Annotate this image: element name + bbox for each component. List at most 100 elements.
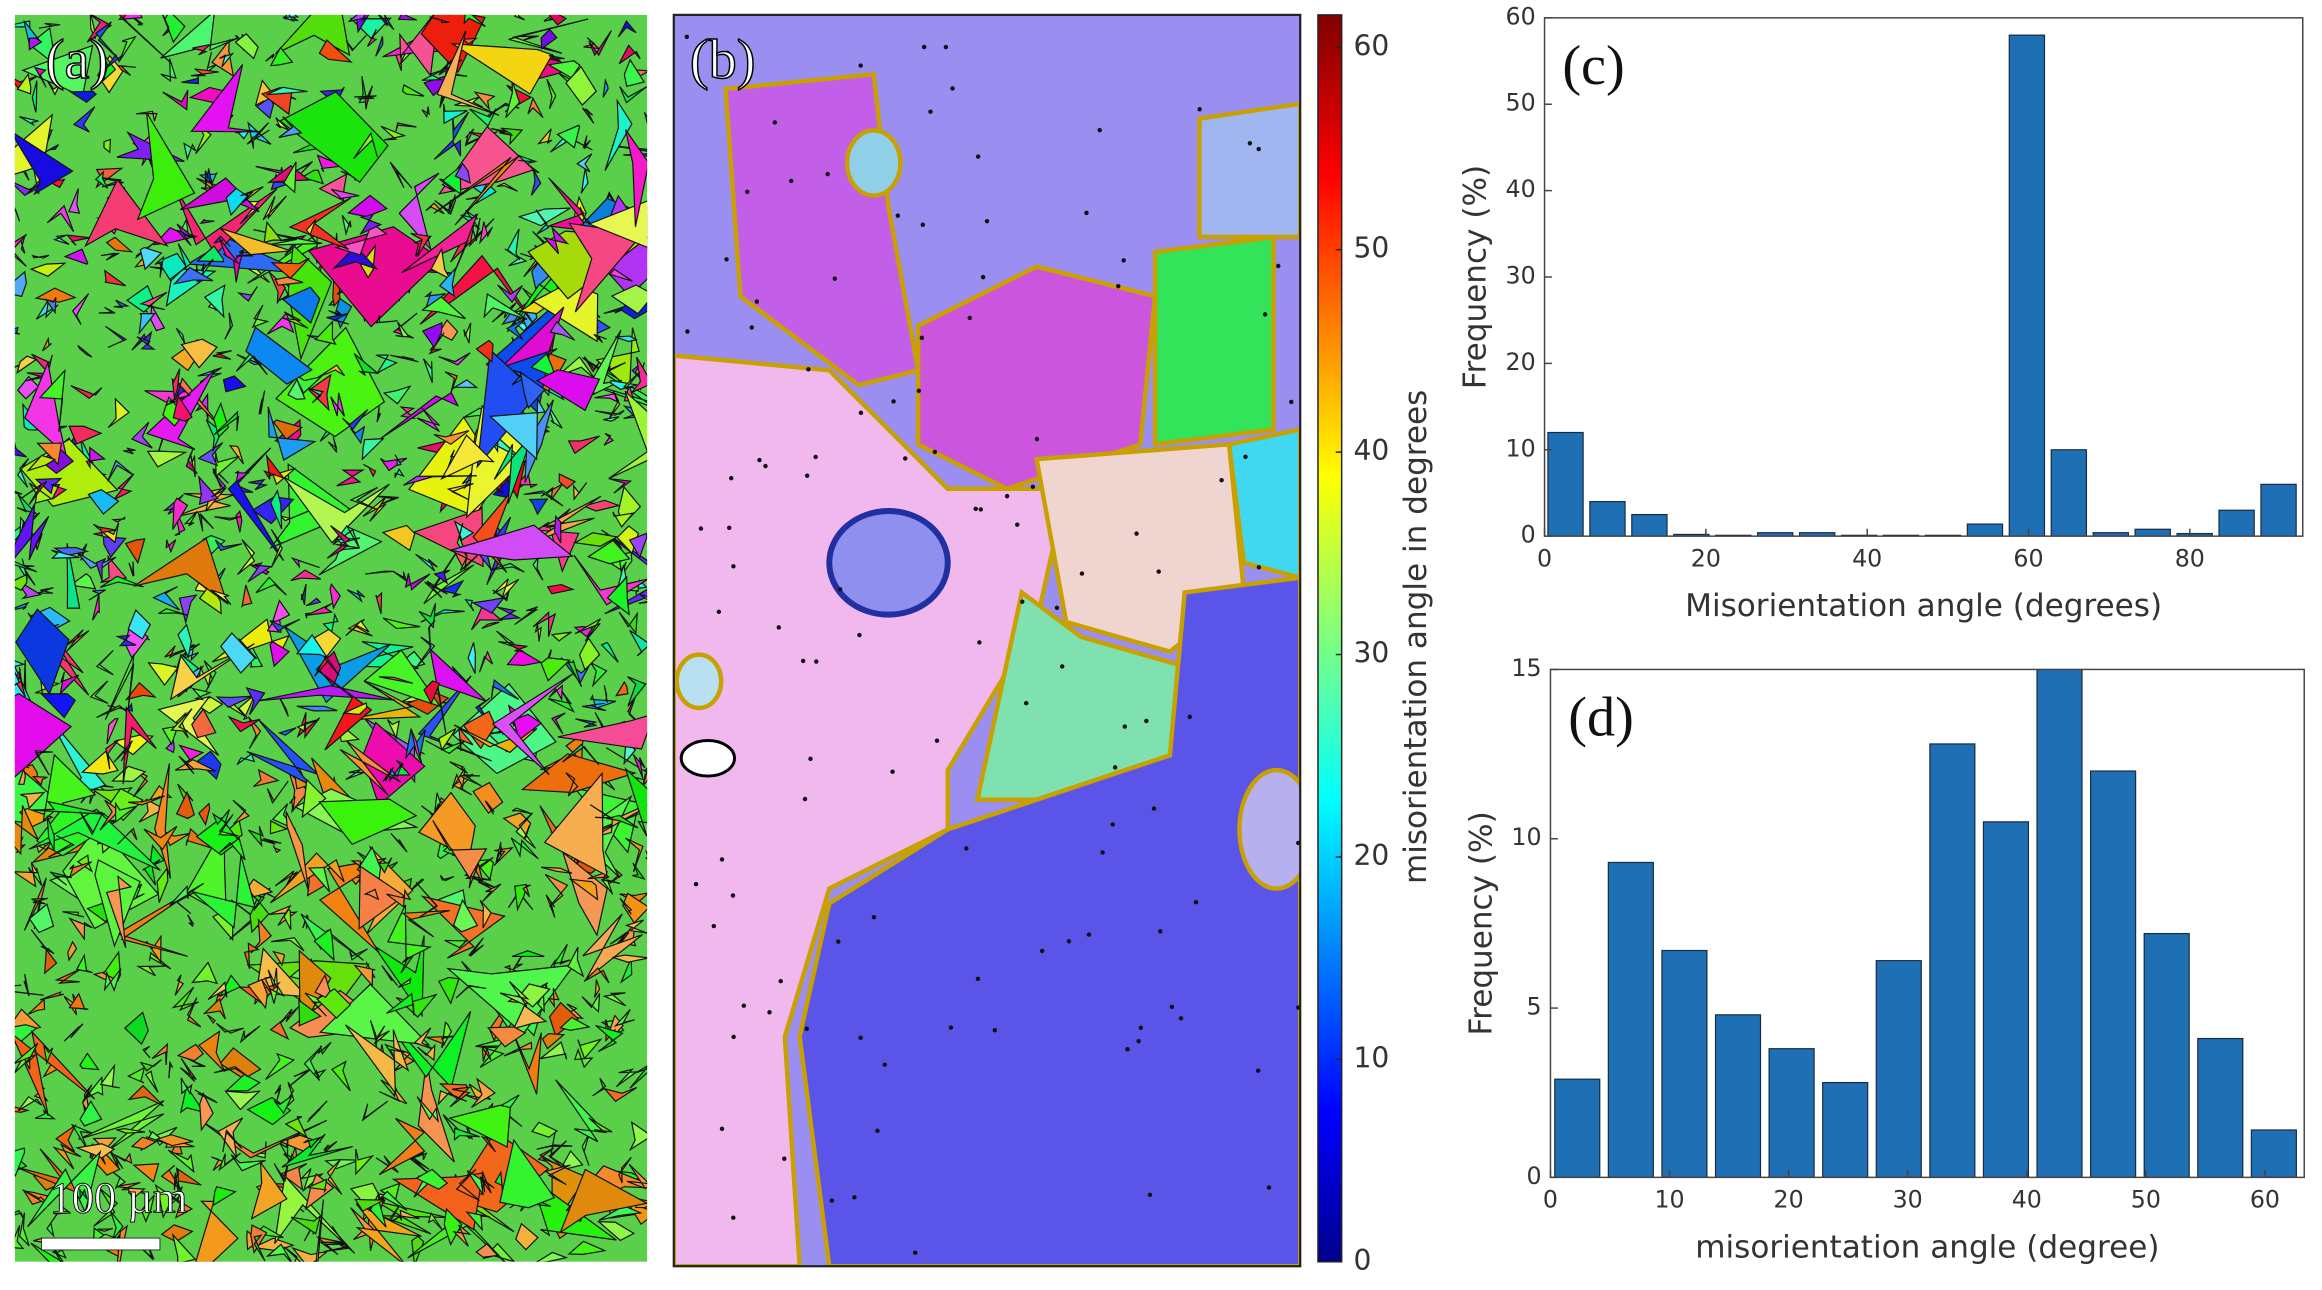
dot xyxy=(1100,850,1105,855)
grain xyxy=(624,919,648,934)
grain xyxy=(326,1159,343,1195)
grain xyxy=(353,131,378,159)
grain xyxy=(34,477,63,495)
dot xyxy=(890,769,895,774)
grain xyxy=(628,1120,648,1152)
grain xyxy=(382,385,412,405)
grain xyxy=(443,103,468,125)
grain xyxy=(270,489,283,530)
grain xyxy=(78,1100,165,1152)
grain xyxy=(523,490,564,507)
grain xyxy=(68,188,81,214)
dot xyxy=(1134,531,1139,536)
grain xyxy=(491,128,513,137)
dot xyxy=(992,1028,998,1033)
grain xyxy=(618,44,641,65)
grain xyxy=(162,14,170,37)
grain xyxy=(191,855,256,929)
grain xyxy=(212,1185,237,1207)
grain xyxy=(265,53,275,62)
grain xyxy=(277,727,297,736)
grain xyxy=(496,630,516,647)
grain xyxy=(46,1207,62,1238)
grain xyxy=(236,753,256,765)
grain xyxy=(44,297,57,315)
grain xyxy=(440,434,495,481)
dot xyxy=(943,44,949,50)
grain xyxy=(518,159,533,163)
grain xyxy=(105,875,133,949)
grain xyxy=(573,626,594,638)
grain xyxy=(289,795,296,811)
grain xyxy=(301,778,327,819)
dot xyxy=(977,640,982,645)
grain xyxy=(23,973,30,997)
tick-label: 20 xyxy=(1354,839,1390,872)
grain xyxy=(534,624,542,642)
grain xyxy=(14,1055,31,1074)
y-tick-label: 20 xyxy=(1506,348,1536,376)
x-tick-label: 30 xyxy=(1893,1186,1923,1214)
grain xyxy=(269,1018,290,1041)
grain xyxy=(69,573,97,590)
grain xyxy=(438,728,457,752)
grain xyxy=(265,1052,296,1080)
dot xyxy=(1023,700,1029,706)
grain xyxy=(535,209,550,235)
grain xyxy=(844,128,903,198)
grain xyxy=(384,1043,405,1060)
dot xyxy=(757,457,762,463)
grain xyxy=(345,34,367,52)
grain xyxy=(450,524,574,561)
grain xyxy=(40,945,55,955)
grain xyxy=(420,609,465,623)
dot xyxy=(950,86,955,91)
grain xyxy=(173,1168,179,1192)
grain xyxy=(481,621,500,629)
grain xyxy=(507,643,528,653)
grain xyxy=(582,499,621,512)
grain xyxy=(31,897,48,905)
dot xyxy=(1097,127,1102,133)
grain xyxy=(378,1117,426,1176)
dot xyxy=(973,506,978,512)
grain xyxy=(178,755,195,775)
grain xyxy=(140,1194,155,1224)
grain xyxy=(428,620,436,649)
grain xyxy=(421,321,443,349)
grain xyxy=(236,286,258,302)
grain xyxy=(559,1168,648,1235)
grain xyxy=(323,1244,351,1253)
grain xyxy=(602,78,609,98)
grain xyxy=(595,327,640,391)
grain xyxy=(535,369,601,412)
grain xyxy=(530,352,557,379)
dot xyxy=(731,1034,736,1040)
grain xyxy=(617,564,627,588)
grain xyxy=(363,649,442,708)
grain xyxy=(105,739,120,770)
tick-label: 60 xyxy=(1354,29,1390,62)
grain xyxy=(394,454,402,466)
grain xyxy=(397,1209,420,1221)
grain xyxy=(213,1065,249,1078)
grain xyxy=(495,841,503,863)
grain xyxy=(618,1156,632,1184)
grain xyxy=(267,967,278,989)
grain xyxy=(154,763,172,879)
grain xyxy=(512,953,524,970)
grain xyxy=(380,391,460,439)
x-tick-label: 40 xyxy=(1852,544,1882,572)
grain xyxy=(536,1251,569,1262)
grain xyxy=(567,1240,608,1255)
grain xyxy=(540,28,558,50)
grain xyxy=(643,112,648,125)
grain xyxy=(124,538,146,565)
grain xyxy=(386,904,433,961)
grain xyxy=(305,219,319,246)
grain xyxy=(266,86,308,96)
dot xyxy=(788,178,794,184)
grain xyxy=(361,438,385,461)
grain xyxy=(34,1109,57,1120)
dot xyxy=(1247,141,1253,146)
